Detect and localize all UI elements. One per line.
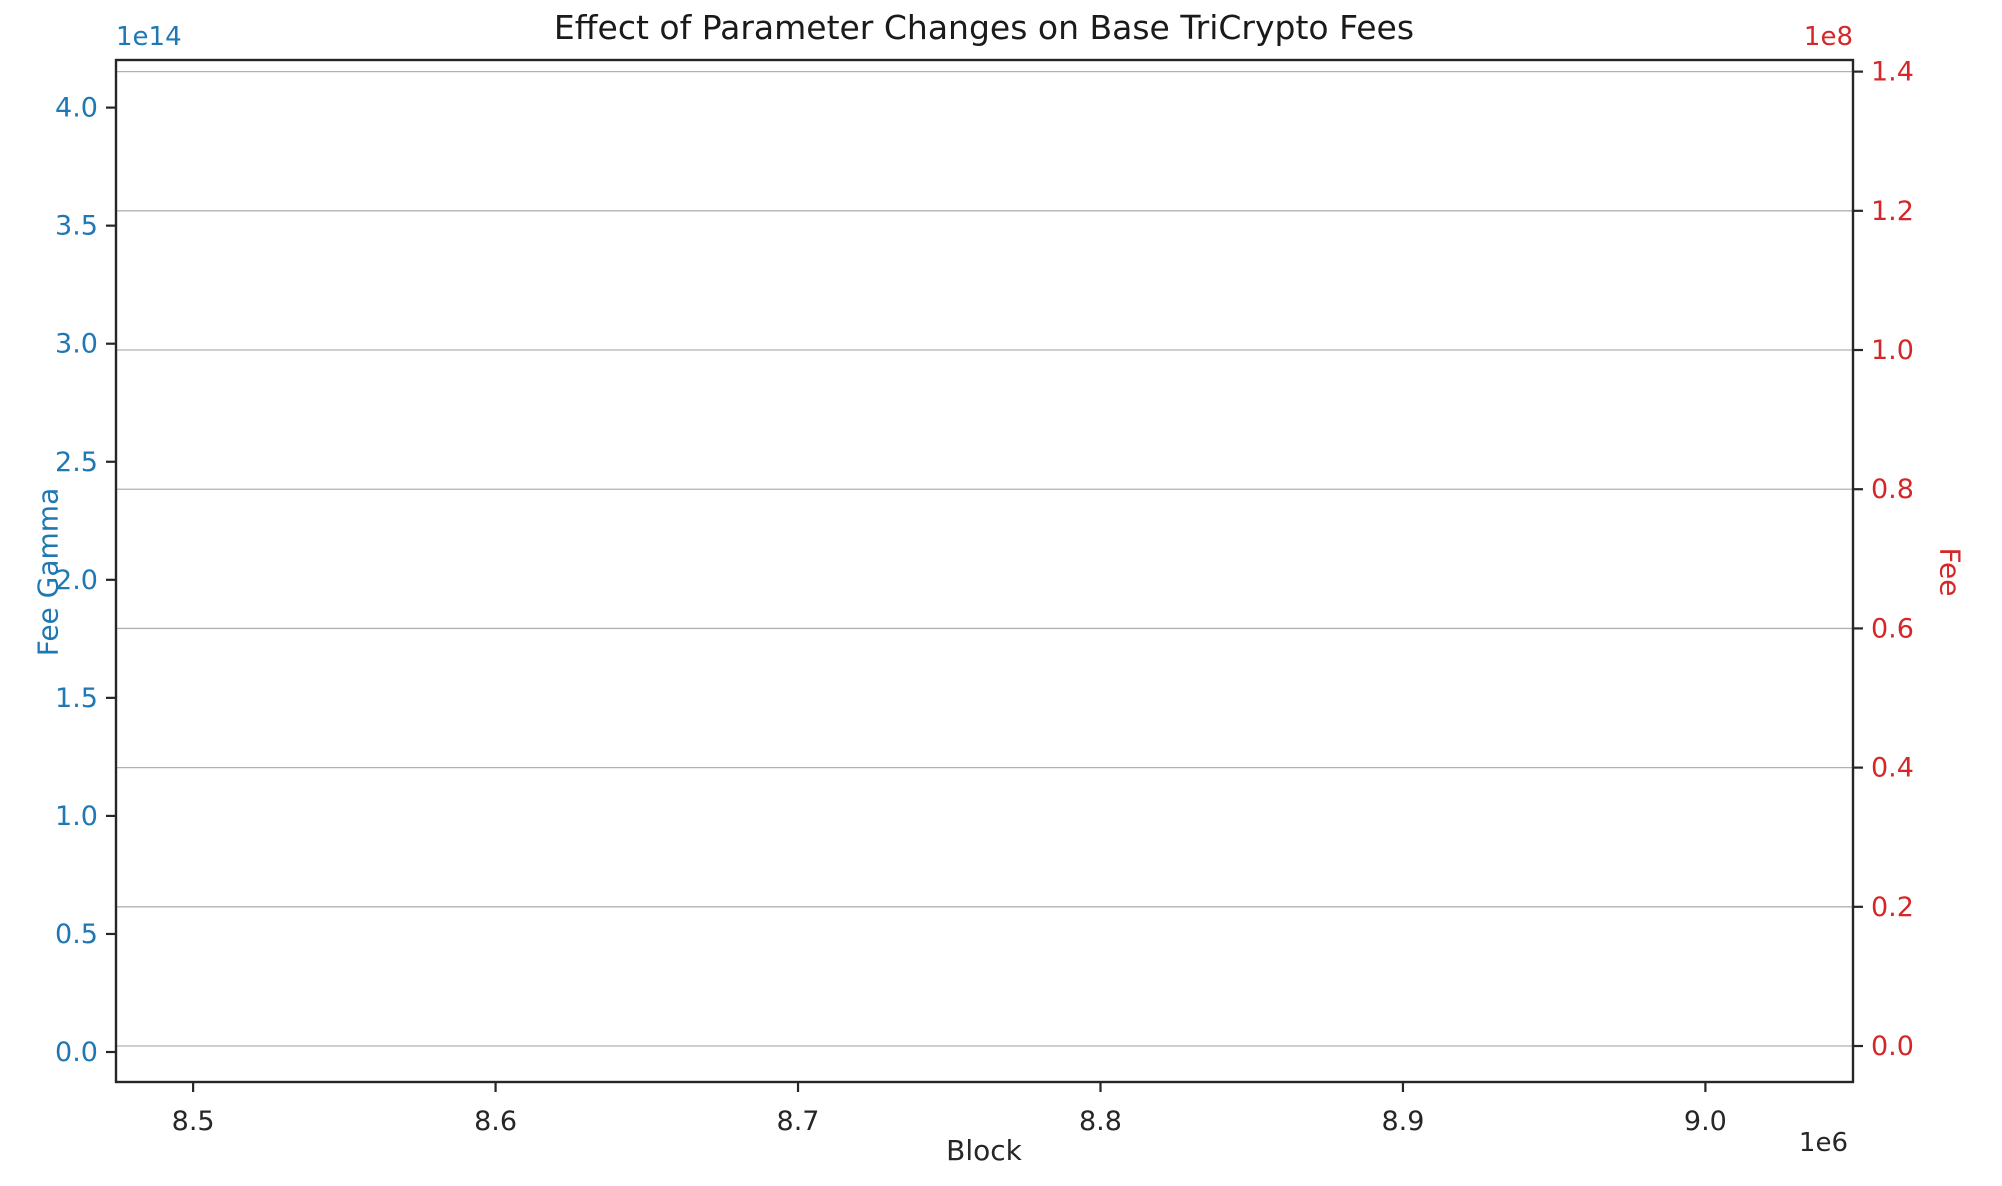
series-lines — [193, 102, 1838, 1040]
right-y-tick-label: 0.4 — [1871, 753, 1914, 784]
left-y-tick-label: 0.0 — [55, 1037, 98, 1068]
left-y-axis-label: Fee Gamma — [31, 487, 65, 657]
left-y-tick-label: 2.5 — [55, 447, 98, 478]
right-y-tick-label: 1.2 — [1871, 196, 1914, 227]
right-y-tick-label: 0.6 — [1871, 613, 1914, 644]
left-y-tick-label: 3.0 — [55, 329, 98, 360]
right-y-tick-label: 1.4 — [1871, 57, 1914, 88]
x-tick-label: 8.9 — [1381, 1106, 1424, 1137]
x-tick-label: 8.7 — [777, 1106, 820, 1137]
right-y-tick-label: 0.2 — [1871, 892, 1914, 923]
chart-title: Effect of Parameter Changes on Base TriC… — [553, 8, 1415, 47]
right-y-tick-label: 0.8 — [1871, 474, 1914, 505]
right-y-tick-label: 1.0 — [1871, 335, 1914, 366]
left-y-tick-label: 4.0 — [55, 93, 98, 124]
x-tick-label: 9.0 — [1684, 1106, 1727, 1137]
left-y-tick-label: 1.5 — [55, 683, 98, 714]
fee-gamma-line — [193, 108, 1838, 1036]
left-y-tick-label: 3.5 — [55, 211, 98, 242]
x-tick-label: 8.6 — [474, 1106, 517, 1137]
x-axis-label: Block — [946, 1134, 1022, 1167]
left-y-tick-label: 2.0 — [55, 565, 98, 596]
x-axis-scale-offset: 1e6 — [1798, 1128, 1848, 1158]
tick-marks-and-labels: 8.5 8.6 8.7 8.8 8.9 9.0 0.0 0.5 1.0 1.5 2.0 2.5 3.0 3… — [55, 57, 1914, 1137]
x-tick-label: 8.5 — [172, 1106, 215, 1137]
plot-border — [114, 58, 1855, 1084]
x-tick-label: 8.8 — [1079, 1106, 1122, 1137]
gridlines — [116, 70, 1853, 1047]
left-axis-scale-offset: 1e14 — [116, 22, 182, 52]
left-y-tick-label: 1.0 — [55, 801, 98, 832]
left-y-tick-label: 0.5 — [55, 919, 98, 950]
right-y-tick-label: 0.0 — [1871, 1031, 1914, 1062]
fee-line — [193, 102, 1838, 1040]
right-axis-scale-offset: 1e8 — [1803, 22, 1853, 52]
axes-spines — [114, 58, 1855, 1084]
right-y-axis-label: Fee — [1933, 547, 1967, 597]
